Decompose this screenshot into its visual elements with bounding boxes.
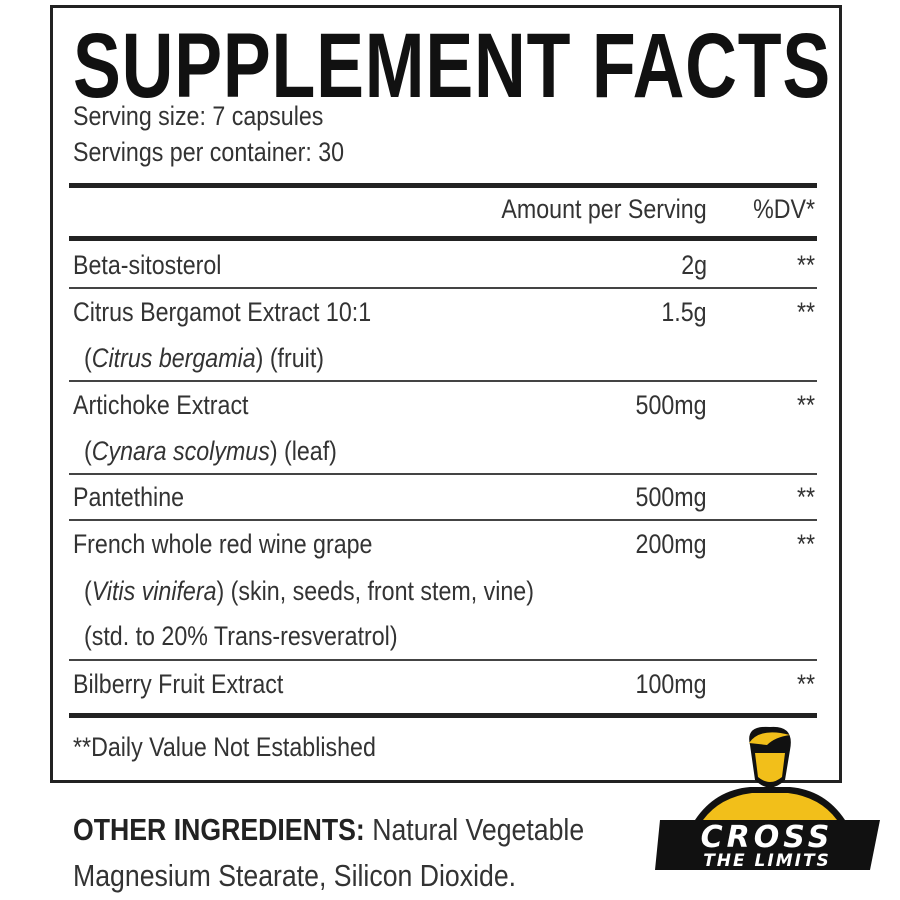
ingredient-amount: 100mg [635, 669, 707, 699]
ingredient-amount: 500mg [635, 390, 707, 420]
footnote: **Daily Value Not Established [73, 732, 376, 762]
ingredient-name: Citrus Bergamot Extract 10:1 [73, 297, 372, 327]
divider [69, 236, 817, 241]
divider [69, 183, 817, 188]
divider [69, 473, 817, 475]
ingredient-amount: 500mg [635, 482, 707, 512]
ingredient-dv: ** [796, 669, 815, 699]
ingredient-dv: ** [796, 390, 815, 420]
other-ingredients: OTHER INGREDIENTS: Natural Vegetable [73, 812, 585, 847]
other-ingredients-line2: Magnesium Stearate, Silicon Dioxide. [73, 858, 517, 893]
ingredient-name: Pantethine [73, 482, 185, 512]
ingredient-dv: ** [796, 250, 815, 280]
ingredient-dv: ** [796, 529, 815, 559]
panel-title: SUPPLEMENT FACTS [73, 15, 832, 117]
divider [69, 659, 817, 661]
divider [69, 380, 817, 382]
ingredient-amount: 200mg [635, 529, 707, 559]
supplement-facts-panel [50, 5, 842, 783]
ingredient-name: Beta-sitosterol [73, 250, 222, 280]
ingredient-name: Bilberry Fruit Extract [73, 669, 284, 699]
ingredient-dv: ** [796, 297, 815, 327]
ingredient-dv: ** [796, 482, 815, 512]
logo-text-cross: CROSS [701, 820, 834, 855]
dv-header: %DV* [753, 194, 815, 224]
amount-header: Amount per Serving [501, 194, 707, 224]
ingredient-amount: 2g [681, 250, 707, 280]
ingredient-source: (Citrus bergamia) (fruit) [84, 343, 325, 373]
logo-text-the-limits: THE LIMITS [703, 851, 831, 871]
cross-the-limits-logo: CROSS THE LIMITS [655, 726, 880, 871]
ingredient-name: Artichoke Extract [73, 390, 249, 420]
serving-size: Serving size: 7 capsules [73, 101, 324, 131]
ingredient-note: (std. to 20% Trans-resveratrol) [84, 621, 398, 651]
divider [69, 519, 817, 521]
ingredient-source: (Vitis vinifera) (skin, seeds, front ste… [84, 576, 534, 606]
ingredient-name: French whole red wine grape [73, 529, 373, 559]
ingredient-source: (Cynara scolymus) (leaf) [84, 436, 337, 466]
divider [69, 713, 817, 718]
servings-per-container: Servings per container: 30 [73, 137, 345, 167]
ingredient-amount: 1.5g [661, 297, 707, 327]
divider [69, 287, 817, 289]
